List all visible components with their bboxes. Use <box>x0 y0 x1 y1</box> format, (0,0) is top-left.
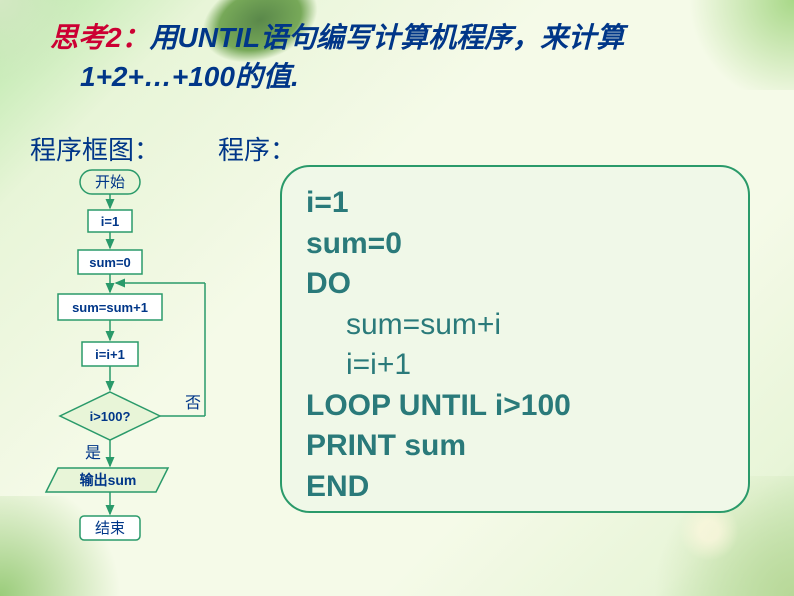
fc-init-i: i=1 <box>101 214 119 229</box>
fc-body2: i=i+1 <box>95 347 125 362</box>
title: 思考2：用UNTIL语句编写计算机程序，来计算 1+2+…+100的值. <box>50 18 754 96</box>
title-text2: 语句编写计算机程序，来计算 <box>260 22 624 53</box>
code-l8: END <box>306 467 724 508</box>
fc-condition: i>100? <box>90 409 131 424</box>
code-l6: LOOP UNTIL i>100 <box>306 386 724 427</box>
flowchart-svg: 开始 i=1 sum=0 sum=sum+1 i=i+1 i>100? 否 是 … <box>20 168 260 588</box>
code-l2: sum=0 <box>306 224 724 265</box>
fc-start: 开始 <box>95 174 125 191</box>
flowchart: 开始 i=1 sum=0 sum=sum+1 i=i+1 i>100? 否 是 … <box>20 168 260 593</box>
code-l5: i=i+1 <box>306 345 724 386</box>
fc-yes: 是 <box>85 445 101 462</box>
fc-init-sum: sum=0 <box>89 255 131 270</box>
fc-no: 否 <box>185 395 201 412</box>
code-l1: i=1 <box>306 183 724 224</box>
title-period: . <box>291 61 299 92</box>
code-l4: sum=sum+i <box>306 305 724 346</box>
title-keyword: UNTIL <box>178 22 260 53</box>
fc-body1: sum=sum+1 <box>72 300 148 315</box>
title-prefix: 思考 <box>50 22 106 53</box>
code-l3: DO <box>306 264 724 305</box>
title-colon: ： <box>122 22 150 53</box>
code-box: i=1 sum=0 DO sum=sum+i i=i+1 LOOP UNTIL … <box>280 165 750 513</box>
code-l7: PRINT sum <box>306 426 724 467</box>
title-text3: 的值 <box>235 61 291 92</box>
fc-end: 结束 <box>95 520 125 537</box>
label-flowchart: 程序框图： <box>30 130 160 167</box>
label-program: 程序： <box>218 130 296 167</box>
title-number: 2 <box>106 22 122 53</box>
fc-output: 输出sum <box>80 472 137 488</box>
title-line2: 1+2+…+100 <box>80 61 235 92</box>
title-text1: 用 <box>150 22 178 53</box>
